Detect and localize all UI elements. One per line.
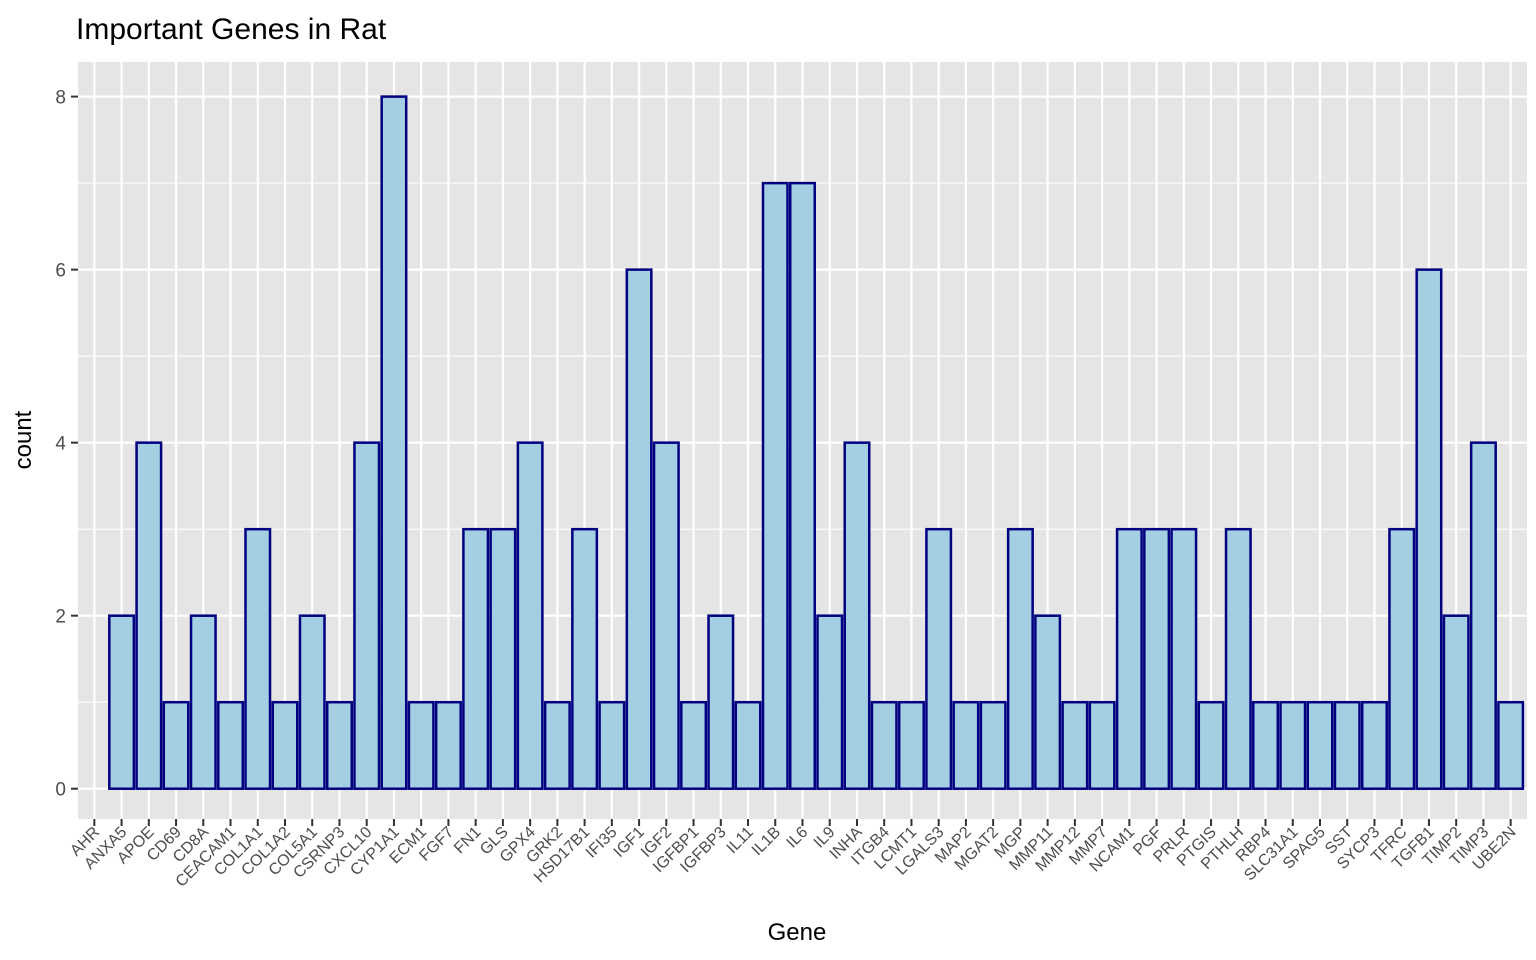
bar-map2 bbox=[952, 700, 980, 790]
bar-apoe bbox=[135, 441, 163, 790]
bar-col1a2 bbox=[271, 700, 299, 790]
y-tick-label: 6 bbox=[55, 261, 66, 282]
bar-timp2 bbox=[1442, 614, 1470, 790]
bars bbox=[108, 95, 1525, 790]
bar-ifi35 bbox=[598, 700, 626, 790]
bar-fgf7 bbox=[434, 700, 462, 790]
bar-grk2 bbox=[543, 700, 571, 790]
bar-pthlh bbox=[1224, 527, 1252, 790]
bar-igf2 bbox=[652, 441, 680, 790]
bar-ptgis bbox=[1197, 700, 1225, 790]
bar-cxcl10 bbox=[353, 441, 381, 790]
bar-prlr bbox=[1170, 527, 1198, 790]
bar-il6 bbox=[788, 181, 817, 790]
bar-rbp4 bbox=[1252, 700, 1280, 790]
bar-itgb4 bbox=[870, 700, 898, 790]
bar-il1b bbox=[761, 181, 789, 790]
x-tick-label-fn1: FN1 bbox=[451, 824, 484, 857]
bar-il9 bbox=[816, 614, 844, 790]
y-tick-label: 2 bbox=[55, 607, 66, 628]
bar-igfbp1 bbox=[680, 700, 708, 790]
bar-csrnp3 bbox=[325, 700, 353, 790]
bar-igfbp3 bbox=[707, 614, 735, 790]
bar-col5a1 bbox=[298, 614, 326, 790]
bar-cyp1a1 bbox=[380, 95, 408, 790]
bar-sycp3 bbox=[1360, 700, 1388, 790]
bar-gpx4 bbox=[516, 441, 544, 790]
x-axis-label: Gene bbox=[768, 919, 827, 946]
x-tick-label-il6: IL6 bbox=[784, 824, 812, 852]
bar-slc31a1 bbox=[1279, 700, 1307, 790]
bar-il11 bbox=[734, 700, 762, 790]
bar-spag5 bbox=[1306, 700, 1334, 790]
bar-pgf bbox=[1143, 527, 1171, 790]
x-tick-label-il1b: IL1B bbox=[749, 824, 784, 859]
bar-timp3 bbox=[1469, 441, 1497, 790]
bar-igf1 bbox=[625, 268, 653, 790]
x-tick-label-igf1: IGF1 bbox=[611, 824, 648, 861]
bar-anxa5 bbox=[108, 614, 136, 790]
x-tick-label-ifi35: IFI35 bbox=[583, 824, 621, 862]
bar-fn1 bbox=[462, 527, 490, 790]
x-tick-label-il11: IL11 bbox=[724, 824, 757, 857]
bar-ceacam1 bbox=[217, 700, 245, 790]
bar-gls bbox=[489, 527, 517, 790]
y-tick-label: 8 bbox=[55, 88, 66, 109]
y-tick-label: 0 bbox=[55, 780, 66, 801]
y-axis-label: count bbox=[10, 410, 37, 469]
bar-ncam1 bbox=[1115, 527, 1143, 790]
bar-inha bbox=[843, 441, 871, 790]
y-axis: 0 2 4 6 8 bbox=[55, 88, 78, 801]
bar-mmp7 bbox=[1088, 700, 1116, 790]
y-tick-label: 4 bbox=[55, 434, 66, 455]
bar-cd8a bbox=[189, 614, 217, 790]
bar-mgp bbox=[1006, 527, 1034, 790]
bar-col1a1 bbox=[244, 527, 272, 790]
bar-ube2n bbox=[1497, 700, 1525, 790]
x-axis: AHRANXA5APOECD69CD8ACEACAM1COL1A1COL1A2C… bbox=[67, 819, 1519, 891]
bar-hsd17b1 bbox=[571, 527, 599, 790]
bar-ecm1 bbox=[407, 700, 435, 790]
bar-tfrc bbox=[1388, 527, 1416, 790]
bar-mgat2 bbox=[979, 700, 1007, 790]
bar-mmp12 bbox=[1061, 700, 1089, 790]
bar-lcmt1 bbox=[897, 700, 925, 790]
chart-title: Important Genes in Rat bbox=[76, 13, 387, 46]
bar-tgfb1 bbox=[1415, 268, 1443, 790]
bar-mmp11 bbox=[1034, 614, 1062, 790]
bar-sst bbox=[1333, 700, 1361, 790]
bar-cd69 bbox=[162, 700, 190, 790]
bar-lgals3 bbox=[925, 527, 953, 790]
